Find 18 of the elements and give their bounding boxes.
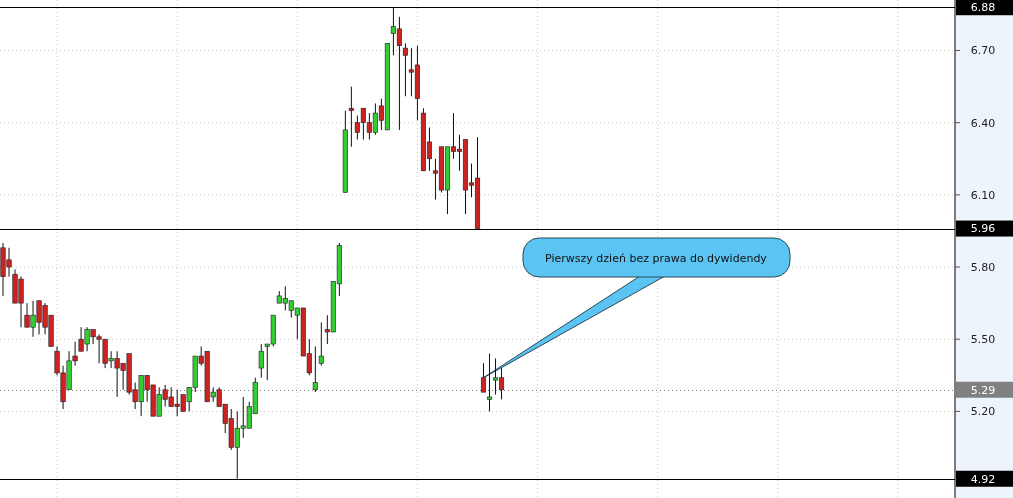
candlestick	[258, 343, 264, 379]
y-tick-label: 5.20	[970, 405, 996, 419]
ref-line-label: 5.29	[970, 383, 996, 397]
ref-line-label: 6.88	[970, 1, 996, 15]
ref-line-label: 5.96	[970, 222, 996, 236]
ref-line-label: 4.92	[970, 472, 996, 486]
candlestick	[486, 353, 493, 412]
y-tick-label: 6.70	[970, 44, 996, 58]
candlestick	[402, 42, 408, 97]
candlestick	[312, 345, 318, 393]
candlestick	[480, 362, 487, 393]
candlestick	[318, 321, 324, 367]
y-tick-label: 5.80	[970, 260, 996, 274]
candlestick	[348, 86, 354, 148]
y-tick-label: 5.50	[970, 333, 996, 347]
y-tick-label: 6.40	[970, 116, 996, 130]
y-tick-label: 6.10	[970, 188, 996, 202]
annotation: Pierwszy dzień bez prawa do dywidendy	[545, 251, 768, 265]
